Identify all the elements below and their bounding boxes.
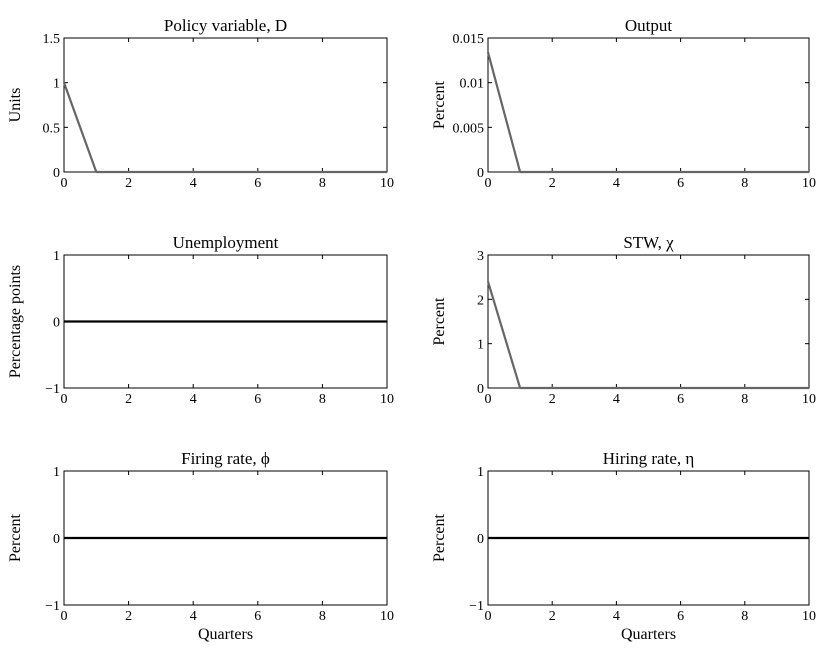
unemployment-y-axis-label: Percentage points	[7, 265, 24, 378]
policy-variable-x-tick-label: 6	[254, 176, 261, 191]
policy-variable-axes-frame	[63, 37, 388, 173]
stw-y-tick-label: 2	[477, 293, 484, 308]
output-y-tick-label: 0.005	[453, 121, 485, 136]
hiring-rate-x-tick-label: 8	[741, 609, 748, 624]
policy-variable-y-tick-label: 0.5	[43, 121, 61, 136]
stw-y-tick-label: 3	[477, 249, 484, 264]
firing-rate-y-tick-label: 0	[53, 532, 60, 547]
hiring-rate-x-tick-label: 10	[802, 609, 816, 624]
unemployment-x-tick-label: 10	[380, 392, 394, 407]
firing-rate-x-tick-label: 6	[254, 609, 261, 624]
stw-x-tick-label: 8	[741, 392, 748, 407]
stw-series-line	[486, 281, 809, 390]
stw-x-tick-label: 2	[549, 392, 556, 407]
policy-variable-x-tick-label: 4	[190, 176, 197, 191]
policy-variable-y-tick-label: 1	[53, 77, 60, 92]
stw-panel: 0 2 4 6 8 10 0 1 2 3 STW, χ Percent	[431, 233, 816, 407]
firing-rate-y-tick-label: −1	[45, 599, 60, 614]
policy-variable-y-tick-label: 0	[53, 166, 60, 181]
output-title: Output	[625, 16, 673, 35]
policy-variable-panel: 0 2 4 6 8 10 0 0.5 1 1.5 Policy variable, D Units	[7, 16, 394, 191]
stw-x-tick-label: 6	[677, 392, 684, 407]
hiring-rate-y-tick-label: −1	[469, 599, 484, 614]
firing-rate-y-tick-label: 1	[53, 465, 60, 480]
firing-rate-x-tick-label: 0	[61, 609, 68, 624]
unemployment-x-tick-label: 6	[254, 392, 261, 407]
policy-variable-x-tick-label: 0	[61, 176, 68, 191]
policy-variable-x-tick-label: 8	[319, 176, 326, 191]
unemployment-title: Unemployment	[173, 233, 279, 252]
hiring-rate-x-tick-label: 0	[485, 609, 492, 624]
firing-rate-x-tick-label: 10	[380, 609, 394, 624]
firing-rate-x-tick-label: 2	[125, 609, 132, 624]
output-x-tick-label: 4	[613, 176, 620, 191]
unemployment-y-tick-label: −1	[45, 382, 60, 397]
stw-x-tick-label: 0	[485, 392, 492, 407]
output-x-tick-label: 6	[677, 176, 684, 191]
output-panel: 0 2 4 6 8 10 0 0.005 0.01 0.015 Output Percent	[431, 16, 816, 191]
unemployment-y-tick-label: 1	[53, 249, 60, 264]
firing-rate-title: Firing rate, ϕ	[181, 449, 270, 468]
policy-variable-y-tick-label: 1.5	[43, 32, 61, 47]
output-y-axis-label: Percent	[431, 80, 448, 129]
unemployment-y-tick-label: 0	[53, 316, 60, 331]
output-axes-frame	[487, 37, 810, 173]
stw-title: STW, χ	[623, 233, 674, 252]
stw-y-tick-label: 0	[477, 382, 484, 397]
output-x-tick-label: 8	[741, 176, 748, 191]
firing-rate-x-tick-label: 4	[190, 609, 197, 624]
stw-y-tick-label: 1	[477, 338, 484, 353]
hiring-rate-title: Hiring rate, η	[603, 449, 695, 468]
hiring-rate-y-tick-label: 0	[477, 532, 484, 547]
policy-variable-x-tick-label: 10	[380, 176, 394, 191]
policy-variable-series-line	[62, 82, 387, 174]
unemployment-x-tick-label: 4	[190, 392, 197, 407]
output-x-tick-label: 2	[549, 176, 556, 191]
hiring-rate-x-tick-label: 4	[613, 609, 620, 624]
policy-variable-x-tick-label: 2	[125, 176, 132, 191]
firing-rate-x-tick-label: 8	[319, 609, 326, 624]
stw-y-axis-label: Percent	[431, 297, 448, 346]
output-y-tick-label: 0.01	[460, 77, 485, 92]
hiring-rate-y-tick-label: 1	[477, 465, 484, 480]
unemployment-x-tick-label: 8	[319, 392, 326, 407]
output-y-tick-label: 0.015	[453, 32, 485, 47]
policy-variable-title: Policy variable, D	[164, 16, 287, 35]
stw-x-tick-label: 10	[802, 392, 816, 407]
output-x-tick-label: 10	[802, 176, 816, 191]
hiring-rate-x-tick-label: 2	[549, 609, 556, 624]
firing-rate-y-axis-label: Percent	[7, 513, 24, 562]
policy-variable-y-axis-label: Units	[7, 88, 24, 123]
hiring-rate-y-axis-label: Percent	[431, 513, 448, 562]
firing-rate-x-axis-label: Quarters	[198, 626, 253, 643]
hiring-rate-x-axis-label: Quarters	[621, 626, 676, 643]
unemployment-x-tick-label: 2	[125, 392, 132, 407]
hiring-rate-x-tick-label: 6	[677, 609, 684, 624]
stw-axes-frame	[487, 254, 810, 389]
unemployment-x-tick-label: 0	[61, 392, 68, 407]
output-y-tick-label: 0	[477, 166, 484, 181]
output-x-tick-label: 0	[485, 176, 492, 191]
stw-x-tick-label: 4	[613, 392, 620, 407]
output-series-line	[486, 52, 809, 174]
